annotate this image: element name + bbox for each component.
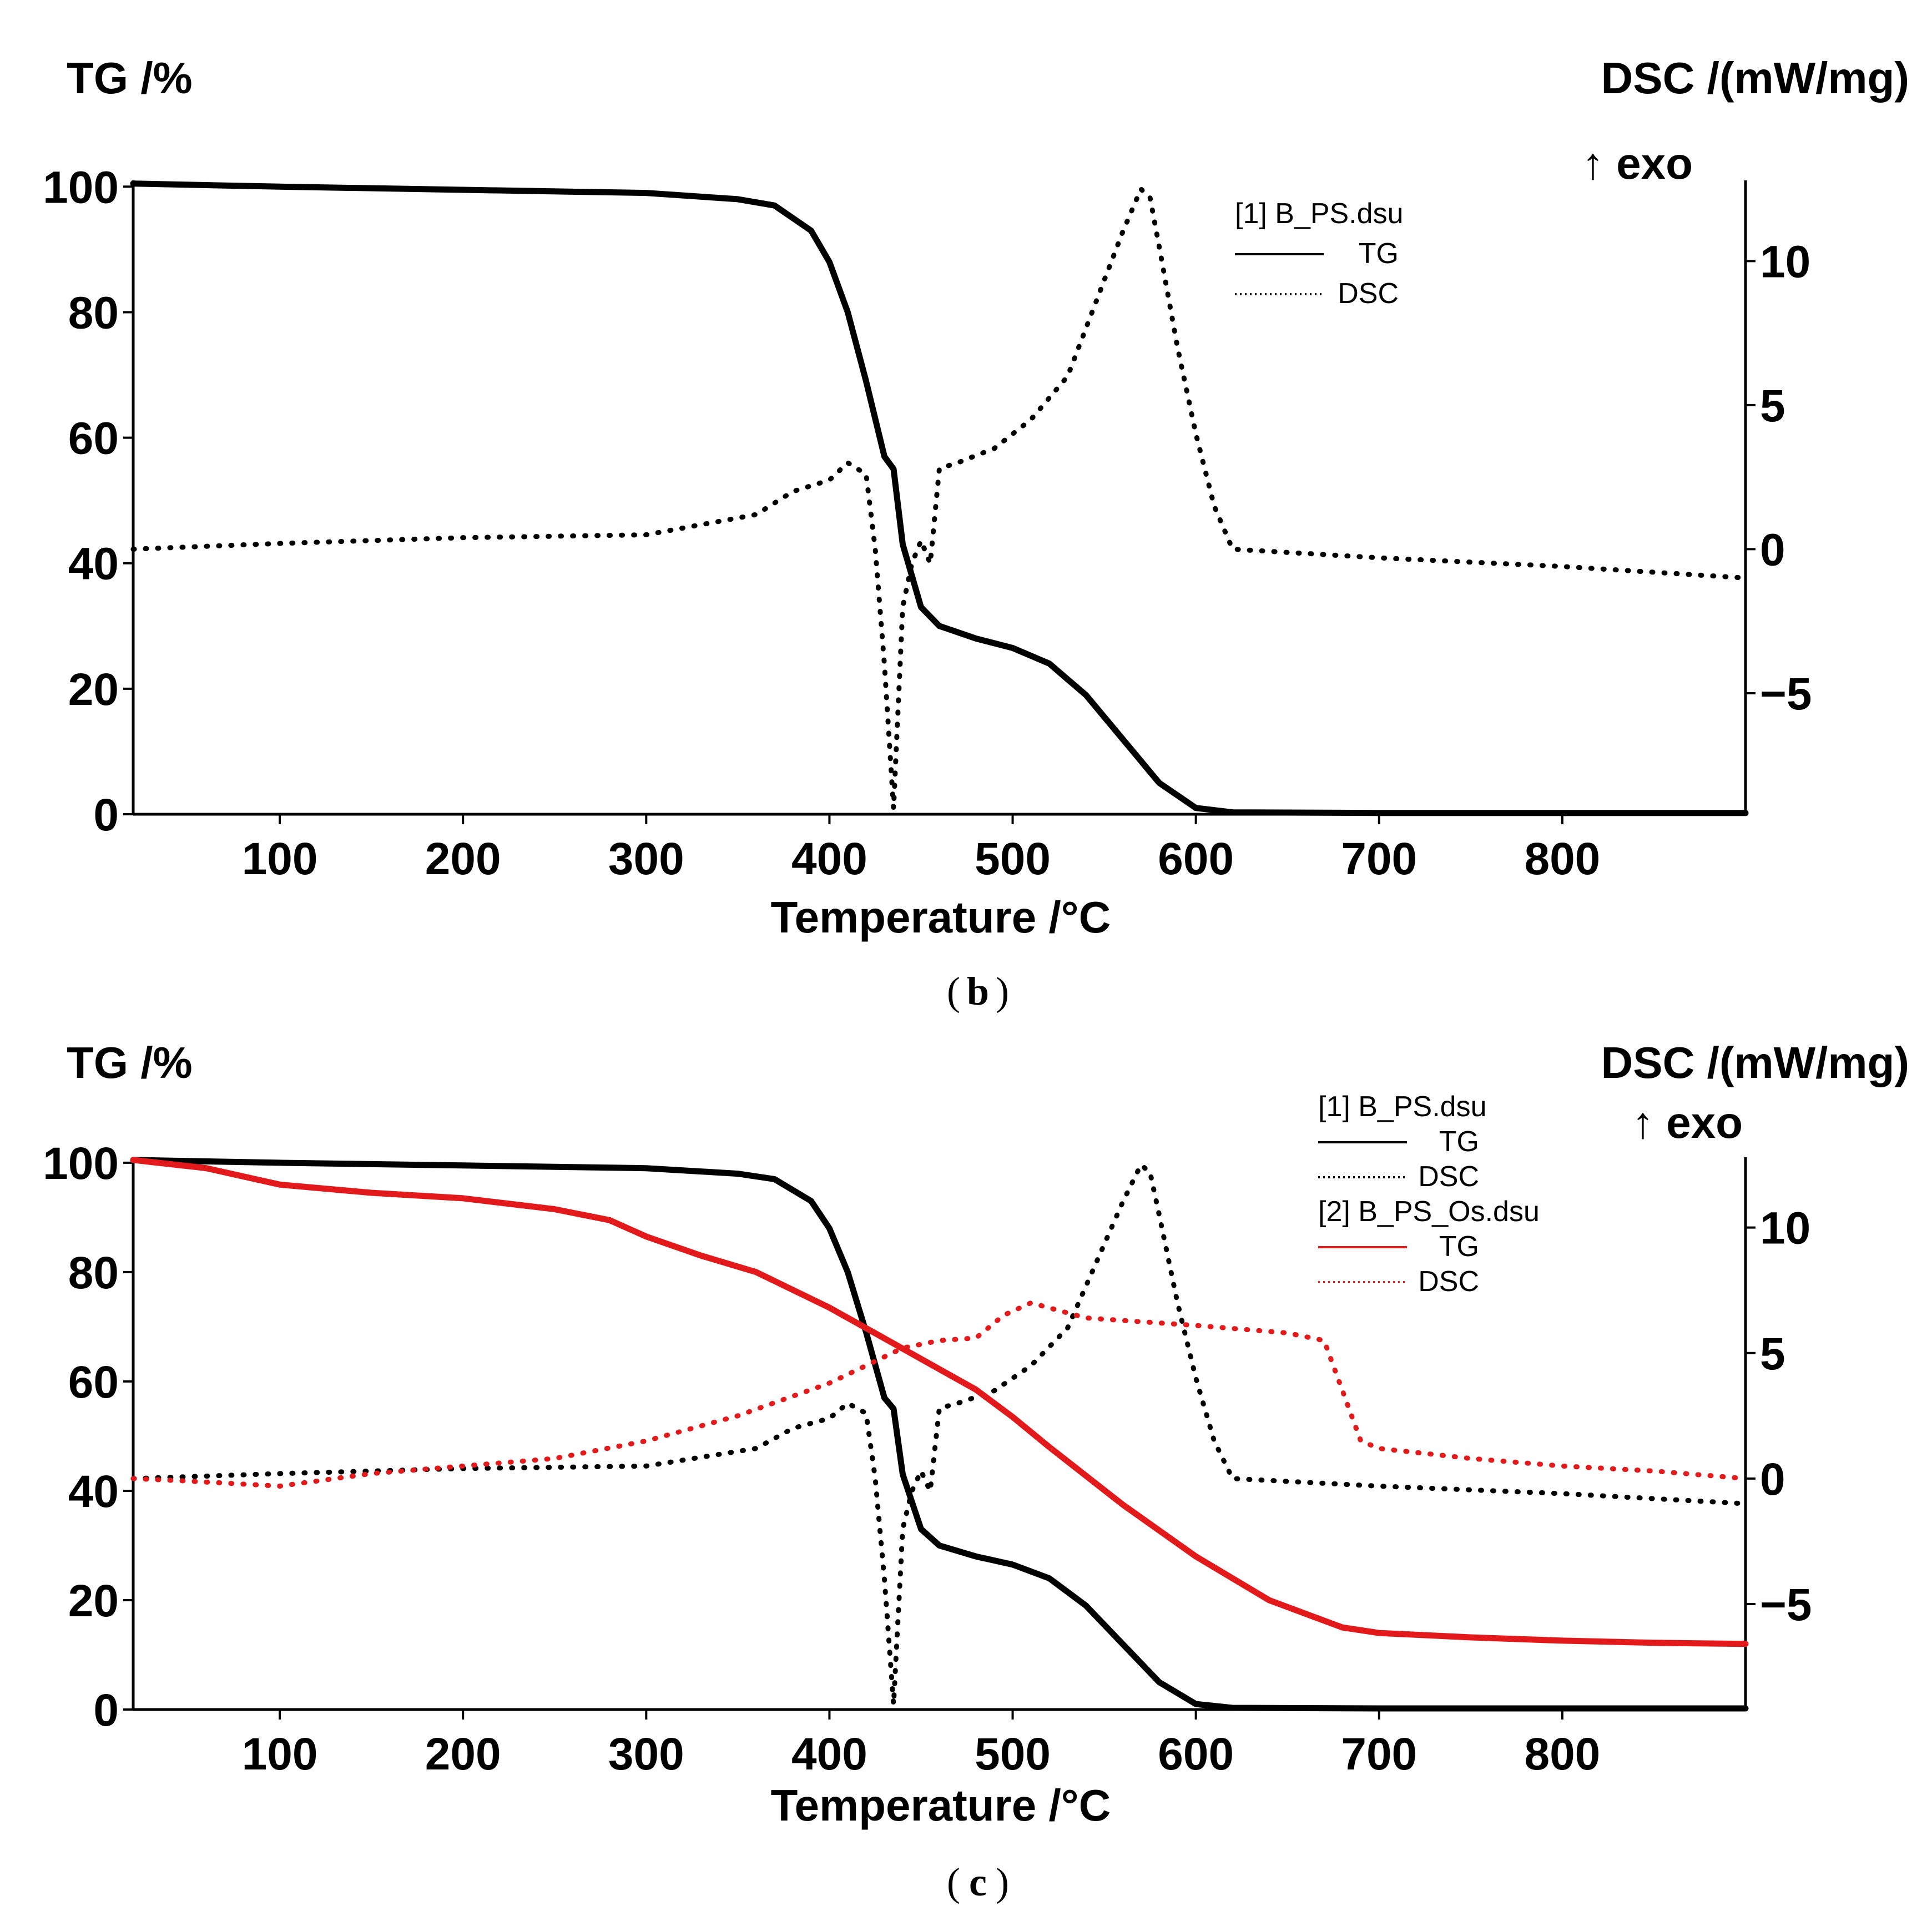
caption-c-open: (: [947, 1860, 960, 1904]
left-tick-label: 20: [68, 664, 119, 715]
legend: [1] B_PS.dsu TG DSC: [1235, 198, 1404, 310]
left-tick-label: 0: [93, 1685, 119, 1736]
right-tick-label: 5: [1760, 1329, 1785, 1379]
left-tick-label: 40: [68, 539, 119, 589]
left-tick-label: 100: [43, 1138, 119, 1189]
legend-header: [1] B_PS.dsu: [1235, 198, 1404, 230]
right-axis-title: DSC /(mW/mg): [1601, 53, 1909, 103]
right-tick-label: 10: [1760, 236, 1810, 287]
exo-label: ↑ exo: [1632, 1098, 1743, 1147]
x-tick-label: 800: [1524, 834, 1600, 884]
x-tick-label: 100: [242, 1729, 318, 1779]
left-tick-label: 40: [68, 1466, 119, 1517]
right-tick-label: −5: [1760, 1580, 1812, 1630]
x-tick-label: 500: [975, 1729, 1051, 1779]
x-tick-label: 400: [791, 1729, 867, 1779]
left-axis-title: TG /%: [67, 53, 193, 103]
caption-c-letter: c: [969, 1860, 987, 1904]
right-axis-title: DSC /(mW/mg): [1601, 1038, 1909, 1087]
x-tick-label: 700: [1341, 1729, 1417, 1779]
caption-b-open: (: [947, 969, 960, 1014]
x-tick-label: 200: [425, 834, 501, 884]
x-tick-label: 300: [608, 834, 684, 884]
x-tick-label: 500: [975, 834, 1051, 884]
right-tick-label: 5: [1760, 381, 1785, 431]
legend-label: TG: [1439, 1231, 1479, 1263]
legend-label: DSC: [1418, 1161, 1479, 1193]
right-tick-label: 10: [1760, 1203, 1810, 1254]
series-line--2-b-ps-os-dsu-dsc: [130, 1300, 1748, 1489]
left-axis-title: TG /%: [67, 1038, 193, 1087]
x-axis-title: Temperature /°C: [771, 1781, 1111, 1830]
left-tick-label: 20: [68, 1576, 119, 1626]
left-tick-label: 100: [43, 162, 119, 213]
x-tick-label: 100: [242, 834, 318, 884]
series-line--1-b-ps-dsu-tg: [130, 1157, 1749, 1712]
right-tick-label: 0: [1760, 525, 1785, 575]
legend-header: [2] B_PS_Os.dsu: [1318, 1196, 1540, 1228]
left-tick-label: 0: [93, 790, 119, 840]
series-line--1-b-ps-dsu-dsc: [130, 186, 1748, 811]
panel-c: TG /% DSC /(mW/mg) ↑ exo Temperature /°C…: [43, 1038, 1909, 1904]
x-tick-label: 800: [1524, 1729, 1600, 1779]
left-tick-label: 80: [68, 1248, 119, 1298]
left-tick-label: 60: [68, 1357, 119, 1408]
caption-b-letter: b: [967, 969, 989, 1014]
legend-label: TG: [1439, 1126, 1479, 1158]
series-line--1-b-ps-dsu-dsc: [130, 1162, 1748, 1707]
caption-b-close: ): [996, 969, 1009, 1014]
x-axis-title: Temperature /°C: [771, 893, 1111, 942]
series-line--1-b-ps-dsu-tg: [130, 180, 1749, 816]
right-tick-label: −5: [1760, 669, 1812, 719]
legend-label: TG: [1359, 238, 1399, 270]
x-tick-label: 200: [425, 1729, 501, 1779]
right-tick-label: 0: [1760, 1454, 1785, 1505]
legend-header: [1] B_PS.dsu: [1318, 1091, 1487, 1123]
left-tick-label: 60: [68, 414, 119, 464]
left-tick-label: 80: [68, 288, 119, 338]
x-tick-label: 400: [791, 834, 867, 884]
caption-c-close: ): [996, 1860, 1009, 1904]
exo-label: ↑ exo: [1582, 139, 1693, 188]
legend-label: DSC: [1338, 278, 1399, 310]
x-tick-label: 600: [1158, 834, 1234, 884]
x-tick-label: 600: [1158, 1729, 1234, 1779]
legend-label: DSC: [1418, 1265, 1479, 1298]
x-tick-label: 300: [608, 1729, 684, 1779]
x-tick-label: 700: [1341, 834, 1417, 884]
series-line--2-b-ps-os-dsu-tg: [130, 1157, 1749, 1647]
panel-b: TG /% DSC /(mW/mg) ↑ exo Temperature /°C…: [43, 53, 1909, 1014]
